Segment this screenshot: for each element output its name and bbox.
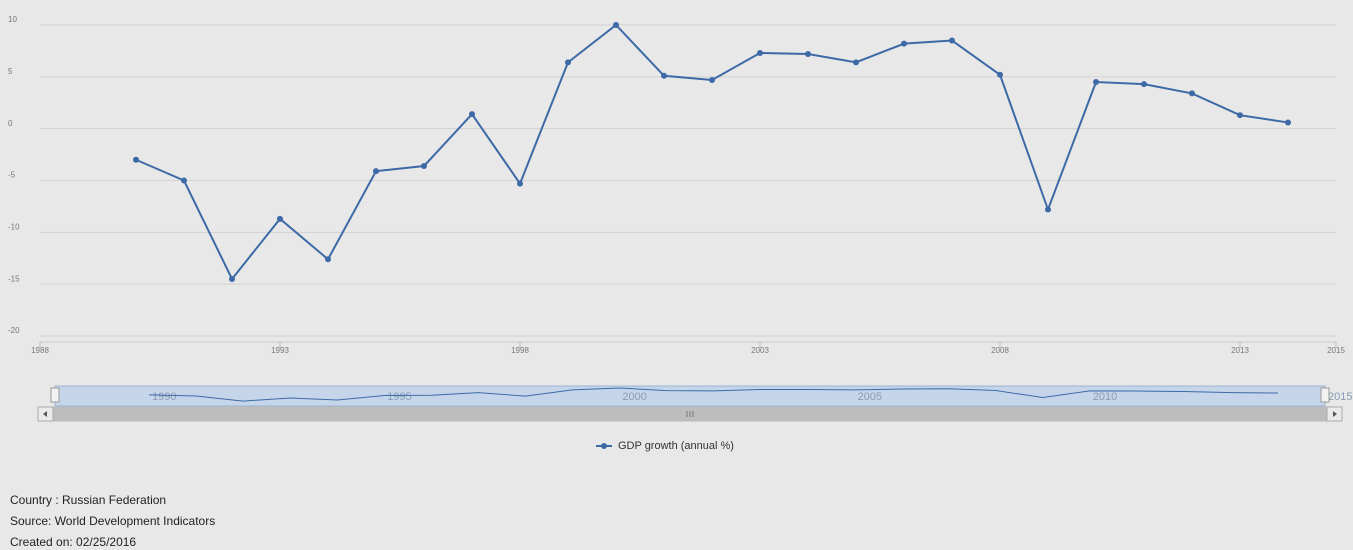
- scroll-right-arrow: [1333, 411, 1337, 417]
- x-tick-label: 1998: [511, 346, 529, 355]
- x-tick-label: 1988: [31, 346, 49, 355]
- y-tick-label: -15: [8, 274, 20, 283]
- legend-label[interactable]: GDP growth (annual %): [618, 440, 734, 452]
- data-point[interactable]: [949, 37, 955, 44]
- data-point[interactable]: [181, 177, 187, 184]
- navigator-tick-label: 2015: [1328, 391, 1352, 403]
- data-point[interactable]: [901, 40, 907, 47]
- data-point[interactable]: [229, 275, 235, 282]
- navigator-window: [54, 385, 1326, 407]
- navigator-handle[interactable]: [50, 387, 60, 403]
- navigator-tick-label: 1990: [152, 391, 176, 403]
- series-line: [135, 23, 1289, 281]
- y-tick-label: 0: [8, 119, 13, 128]
- footer-text: Source: World Development Indicators: [10, 514, 215, 528]
- data-point[interactable]: [709, 76, 715, 83]
- x-tick-label: 2013: [1231, 346, 1249, 355]
- data-point[interactable]: [805, 51, 811, 58]
- data-point[interactable]: [1237, 112, 1243, 119]
- data-point[interactable]: [757, 49, 763, 56]
- data-point[interactable]: [517, 180, 523, 187]
- data-point[interactable]: [1045, 206, 1051, 213]
- y-tick-label: -20: [8, 326, 20, 335]
- data-point[interactable]: [565, 59, 571, 66]
- data-point[interactable]: [997, 71, 1003, 78]
- data-point[interactable]: [1093, 79, 1099, 86]
- x-tick-label: 2015: [1327, 346, 1345, 355]
- data-point[interactable]: [373, 168, 379, 175]
- navigator-tick-label: 2000: [622, 391, 646, 403]
- data-point[interactable]: [1141, 81, 1147, 88]
- data-point[interactable]: [1189, 90, 1195, 97]
- navigator-tick-label: 2010: [1093, 391, 1117, 403]
- navigator-tick-label: 2005: [858, 391, 882, 403]
- x-tick-label: 2003: [751, 346, 769, 355]
- data-point[interactable]: [661, 72, 667, 79]
- scroll-left-arrow: [43, 411, 47, 417]
- y-tick-label: 10: [8, 15, 17, 24]
- navigator-tick-label: 1995: [387, 391, 411, 403]
- data-point[interactable]: [1285, 119, 1291, 126]
- x-tick-label: 1993: [271, 346, 289, 355]
- footer-text: Created on: 02/25/2016: [10, 535, 136, 549]
- y-tick-label: -5: [8, 171, 16, 180]
- data-point[interactable]: [853, 59, 859, 66]
- data-point[interactable]: [277, 215, 283, 222]
- y-tick-label: -10: [8, 222, 20, 231]
- data-point[interactable]: [613, 22, 619, 28]
- x-tick-label: 2008: [991, 346, 1009, 355]
- legend-marker[interactable]: [601, 443, 607, 449]
- data-point[interactable]: [469, 111, 475, 118]
- navigator-line: [149, 387, 1278, 402]
- y-tick-label: 5: [8, 67, 13, 76]
- data-point[interactable]: [133, 156, 139, 163]
- data-point[interactable]: [325, 256, 331, 263]
- data-point[interactable]: [421, 162, 427, 169]
- navigator-handle[interactable]: [1320, 387, 1330, 403]
- footer-text: Country : Russian Federation: [10, 493, 166, 507]
